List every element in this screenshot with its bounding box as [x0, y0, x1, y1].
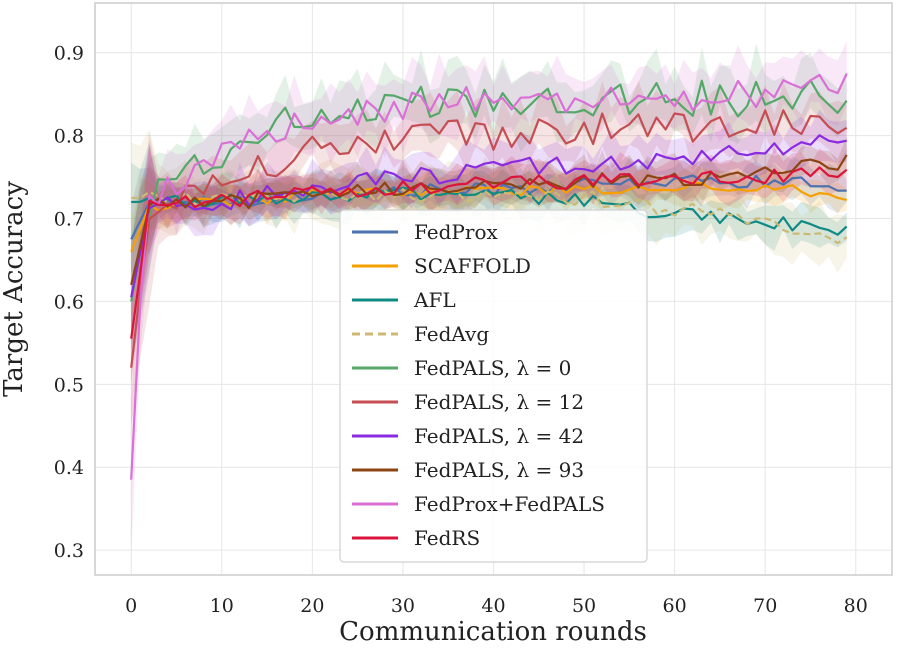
- legend-label-8: FedProx+FedPALS: [414, 492, 605, 516]
- legend: FedProx SCAFFOLD AFL FedAvg FedPALS, λ = 0 Fe…: [339, 209, 648, 563]
- legend-label-9: FedRS: [414, 526, 480, 550]
- y-tick-label: 0.6: [54, 291, 84, 313]
- legend-label-0: FedProx: [414, 220, 498, 244]
- x-tick-label: 0: [125, 595, 137, 617]
- y-tick-label: 0.5: [54, 374, 84, 396]
- y-tick-label: 0.7: [54, 209, 84, 231]
- legend-label-3: FedAvg: [414, 322, 489, 346]
- y-axis-title: Target Accuracy: [0, 181, 29, 397]
- x-tick-label: 70: [753, 595, 777, 617]
- line-series-9: [130, 166, 848, 339]
- series-lines: [130, 73, 848, 480]
- y-tick-label: 0.4: [54, 457, 84, 479]
- x-tick-label: 20: [300, 595, 324, 617]
- y-tick-labels: 0.3 0.4 0.5 0.6 0.7 0.8 0.9: [54, 43, 84, 562]
- legend-label-2: AFL: [413, 288, 456, 312]
- band-series-2: [131, 142, 847, 254]
- x-tick-label: 60: [663, 595, 687, 617]
- band-series-5: [131, 80, 847, 427]
- x-tick-labels: 0 10 20 30 40 50 60 70 80: [125, 595, 868, 617]
- y-tick-label: 0.8: [54, 126, 84, 148]
- band-series-3: [131, 129, 847, 273]
- legend-label-4: FedPALS, λ = 0: [414, 356, 571, 380]
- band-series-8: [131, 41, 847, 556]
- x-axis-title: Communication rounds: [339, 617, 647, 647]
- plot-frame: [94, 2, 893, 576]
- legend-label-7: FedPALS, λ = 93: [414, 458, 584, 482]
- band-series-6: [131, 109, 847, 349]
- y-tick-label: 0.9: [54, 43, 84, 65]
- x-tick-label: 50: [572, 595, 596, 617]
- line-series-7: [130, 154, 848, 286]
- line-series-3: [131, 188, 848, 245]
- x-tick-label: 40: [481, 595, 505, 617]
- band-series-4: [131, 43, 847, 369]
- legend-label-1: SCAFFOLD: [414, 254, 531, 278]
- x-tick-label: 30: [391, 595, 415, 617]
- x-tick-label: 80: [844, 595, 868, 617]
- legend-label-6: FedPALS, λ = 42: [414, 424, 584, 448]
- y-tick-label: 0.3: [54, 540, 84, 562]
- legend-label-5: FedPALS, λ = 12: [414, 390, 584, 414]
- legend-box: [339, 209, 648, 563]
- line-series-8: [130, 73, 848, 480]
- x-tick-label: 10: [210, 595, 234, 617]
- line-series-5: [130, 109, 848, 368]
